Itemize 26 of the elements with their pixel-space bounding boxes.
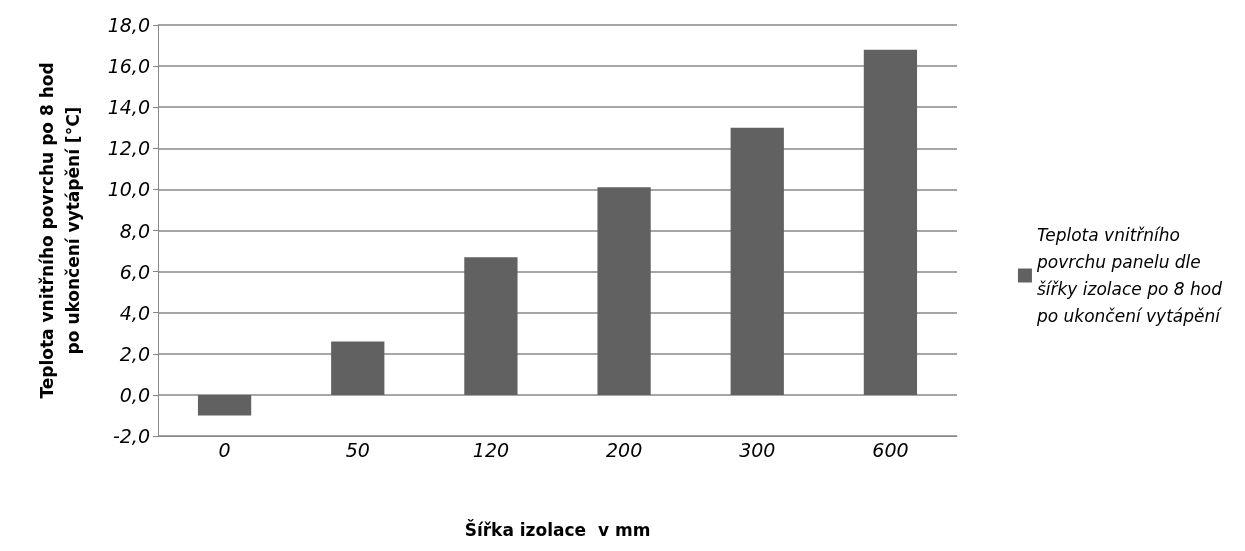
legend-label: Teplota vnitřního povrchu panelu dle šířky izolace po 8 hod po ukončení vytápění: [1035, 225, 1223, 326]
x-axis-title: Šířka izolace v mm: [464, 518, 651, 540]
bar: [730, 127, 784, 395]
y-tick-label: 2,0: [119, 342, 150, 365]
y-tick-label: 4,0: [119, 301, 150, 324]
bar: [331, 341, 385, 395]
y-tick-label: 18,0: [107, 14, 150, 36]
x-tick-label: 120: [472, 438, 510, 461]
y-tick-label: 16,0: [107, 55, 150, 78]
y-axis-title: Teplota vnitřního povrchu po 8 hod po ukončení vytápění [°C]: [37, 62, 83, 399]
y-tick-label: 14,0: [107, 96, 150, 119]
x-tick-label: 600: [872, 438, 909, 461]
y-tick-label: 8,0: [119, 219, 150, 242]
x-tick-label: 0: [218, 438, 231, 461]
x-tick-label: 50: [345, 438, 370, 461]
bar: [197, 394, 252, 416]
bar: [597, 187, 651, 395]
y-tick-label: 12,0: [107, 137, 150, 160]
y-tick-label: 10,0: [107, 178, 150, 201]
y-tick-label: 0,0: [119, 383, 150, 406]
x-tick-label: 200: [605, 438, 643, 461]
y-tick-label: -2,0: [112, 425, 150, 447]
x-tick-label: 300: [739, 438, 776, 461]
bar: [464, 257, 518, 395]
bar: [863, 49, 918, 395]
y-tick-label: 6,0: [119, 260, 150, 283]
